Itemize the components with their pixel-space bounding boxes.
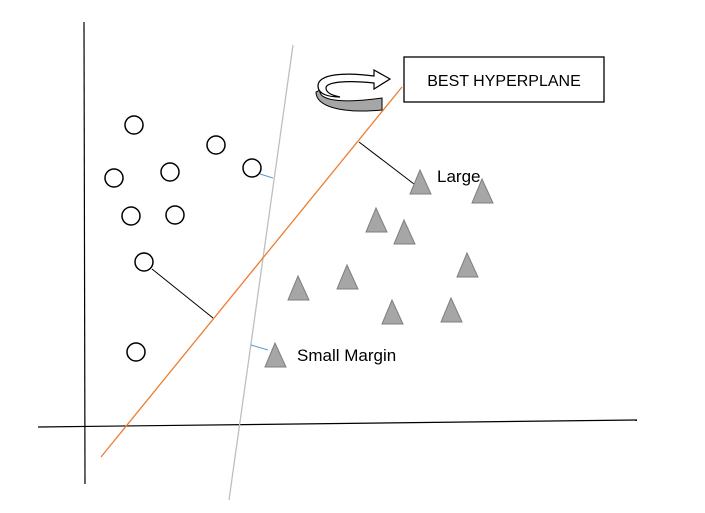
y-axis (83, 21, 86, 485)
triangle-marker (456, 251, 479, 278)
large-margin-label: Large (437, 167, 480, 186)
circle-marker (165, 205, 185, 225)
circle-marker (242, 158, 262, 178)
other-hyperplane-line (228, 44, 294, 501)
circle-marker (126, 342, 146, 362)
small-margin-line-circle (259, 173, 274, 179)
circle-marker (104, 168, 124, 188)
circle-marker (160, 162, 180, 182)
small-margin-line-triangle (250, 344, 269, 351)
x-axis (37, 419, 638, 428)
circle-marker (134, 252, 154, 272)
best-hyperplane-line (100, 86, 403, 458)
triangle-marker (393, 218, 416, 245)
large-margin-line-circle (151, 268, 214, 319)
circle-points (104, 115, 262, 362)
small-margin-label: Small Margin (297, 346, 396, 365)
triangle-marker (471, 177, 494, 204)
triangle-marker (440, 296, 463, 323)
curved-arrow-icon (315, 68, 392, 112)
circle-marker (124, 115, 144, 135)
circle-marker (121, 206, 141, 226)
triangle-marker (287, 274, 310, 301)
best-hyperplane-label: BEST HYPERPLANE (427, 73, 581, 90)
triangle-marker (365, 206, 388, 233)
triangle-marker (381, 298, 404, 325)
triangle-marker (409, 168, 432, 195)
triangle-points (264, 168, 494, 368)
large-margin-line-triangle (358, 141, 415, 185)
triangle-marker (264, 341, 287, 368)
triangle-marker (336, 263, 359, 290)
circle-marker (206, 135, 226, 155)
best-hyperplane-box (403, 56, 605, 103)
